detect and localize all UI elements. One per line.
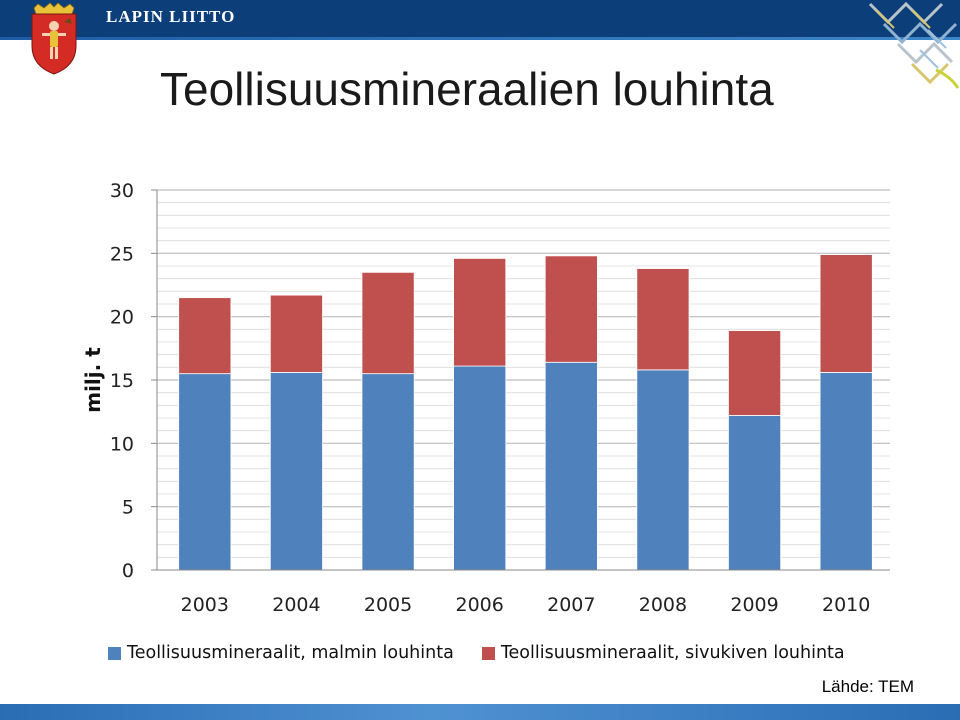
bar-malmin-2006 [453, 365, 507, 571]
bar-malmin-2004 [269, 371, 323, 571]
bar-malmin-2010 [819, 371, 873, 571]
bars [178, 254, 873, 571]
bar-sivukiven-2003 [178, 297, 232, 375]
y-tick-label: 0 [122, 560, 134, 582]
legend-label-malmin: Teollisuusmineraalit, malmin louhinta [127, 643, 454, 663]
x-tick-label: 2006 [456, 594, 504, 616]
y-tick-label: 30 [110, 180, 134, 202]
bar-sivukiven-2007 [544, 255, 598, 363]
legend-label-sivukiven: Teollisuusmineraalit, sivukiven louhinta [500, 643, 845, 663]
y-tick-label: 20 [110, 307, 134, 329]
y-tick-label: 5 [122, 497, 134, 519]
bar-sivukiven-2004 [269, 294, 323, 373]
brand-name: LAPIN LIITTO [106, 7, 236, 26]
legend-item-sivukiven: Teollisuusmineraalit, sivukiven louhinta [481, 643, 845, 663]
bar-sivukiven-2009 [728, 330, 782, 416]
y-tick-label: 10 [110, 433, 134, 455]
decorative-pattern-icon [868, 1, 960, 89]
legend-item-malmin: Teollisuusmineraalit, malmin louhinta [108, 643, 454, 663]
x-tick-label: 2010 [822, 594, 870, 616]
page-title: Teollisuusmineraalien louhinta [160, 63, 774, 115]
x-tick-label: 2007 [547, 594, 595, 616]
bar-sivukiven-2006 [453, 257, 507, 367]
x-tick-label: 2004 [272, 594, 320, 616]
bar-malmin-2003 [178, 373, 232, 571]
x-tick-label: 2008 [639, 594, 687, 616]
legend: Teollisuusmineraalit, malmin louhinta Te… [108, 643, 845, 663]
x-tick-label: 2009 [730, 594, 778, 616]
footer-bar [0, 704, 960, 720]
bar-sivukiven-2005 [361, 271, 415, 375]
legend-swatch-sivukiven [481, 646, 495, 660]
axes: 0 5 10 15 20 25 30 2003 2004 2005 2006 2007 2008 2009… [110, 180, 890, 616]
legend-swatch-malmin [108, 646, 121, 660]
bar-sivukiven-2008 [636, 268, 690, 371]
stacked-bar-chart: 0 5 10 15 20 25 30 2003 2004 2005 2006 2007 2008 2009… [81, 180, 890, 616]
bar-malmin-2008 [636, 369, 690, 571]
header-bar: LAPIN LIITTO [0, 0, 960, 40]
x-tick-label: 2005 [364, 594, 412, 616]
bar-sivukiven-2010 [819, 254, 873, 373]
bar-malmin-2007 [544, 361, 598, 571]
y-tick-label: 25 [110, 243, 134, 265]
y-tick-label: 15 [110, 370, 134, 392]
coat-of-arms-icon [31, 2, 77, 75]
bar-malmin-2009 [728, 415, 782, 571]
bar-malmin-2005 [361, 373, 415, 571]
source-note: Lähde: TEM [821, 677, 914, 696]
header-stripe [0, 37, 960, 40]
x-tick-label: 2003 [181, 594, 229, 616]
y-axis-label: milj. t [81, 347, 105, 413]
